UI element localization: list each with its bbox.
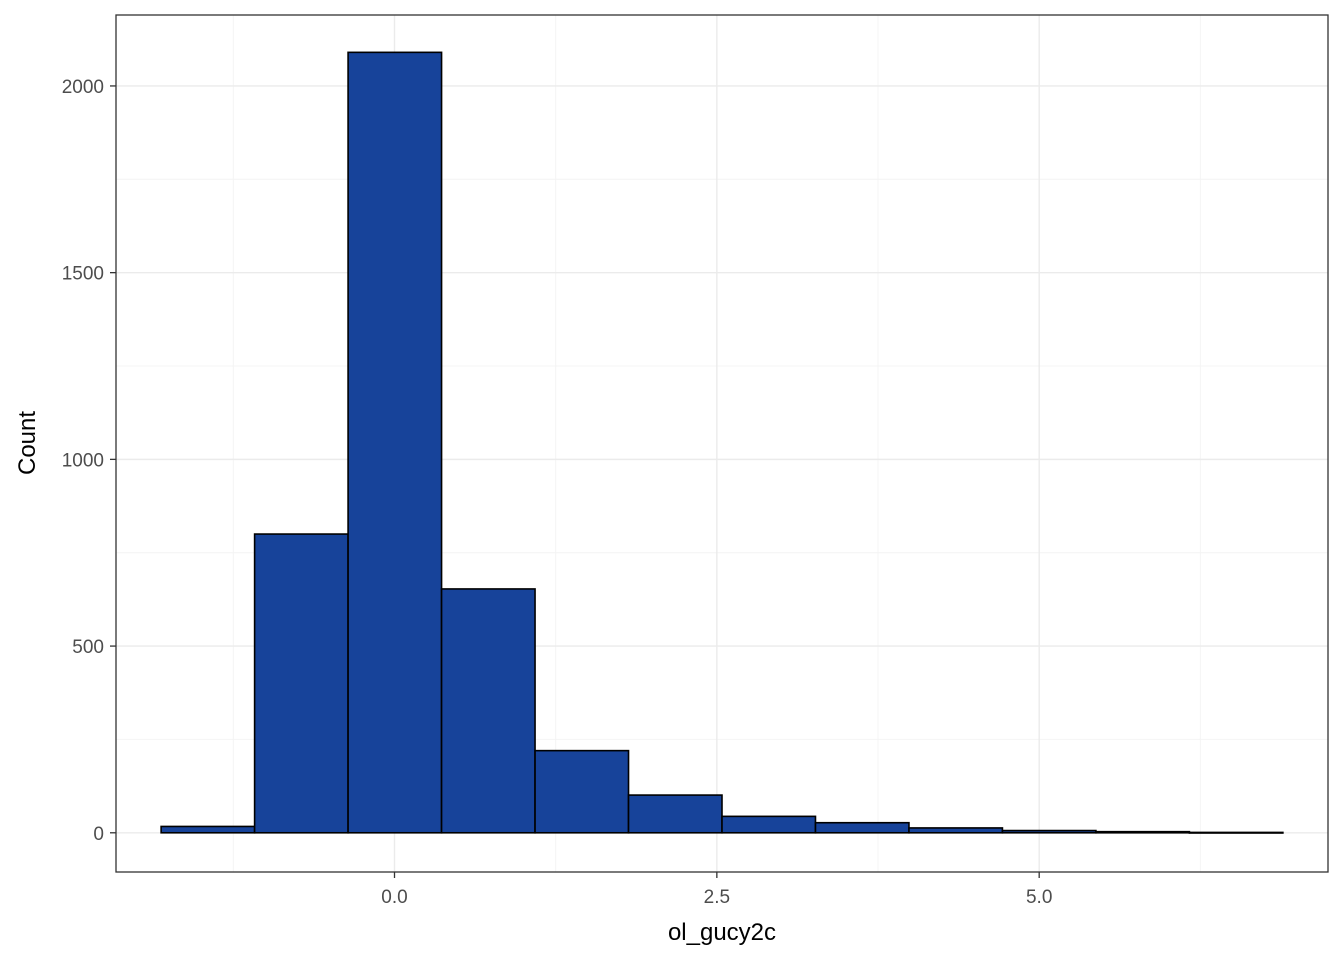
y-tick-label: 500 [72, 637, 104, 658]
y-tick-label: 0 [93, 824, 104, 845]
histogram-bar [627, 794, 723, 834]
x-axis-title: ol_gucy2c [668, 919, 776, 946]
y-tick-label: 1000 [62, 450, 104, 471]
histogram-bar [1001, 829, 1097, 834]
histogram-bars [160, 51, 1284, 834]
y-axis-title: Count [14, 411, 41, 475]
histogram-bar [1095, 830, 1191, 834]
histogram-bar [534, 749, 630, 834]
x-tick-label: 0.0 [381, 887, 407, 908]
histogram-bar [440, 588, 536, 834]
x-axis-ticks: 0.0 2.5 5.0 [381, 872, 1052, 908]
histogram-bar [908, 827, 1004, 834]
y-axis-ticks: 0 500 1000 1500 2000 [62, 77, 116, 845]
histogram-bar [721, 815, 817, 834]
histogram-bar [253, 533, 349, 834]
x-tick-label: 5.0 [1026, 887, 1052, 908]
y-tick-label: 1500 [62, 264, 104, 285]
y-tick-label: 2000 [62, 77, 104, 98]
histogram-bar [160, 825, 256, 834]
panel-border [115, 14, 1329, 873]
histogram-bar [814, 821, 910, 834]
histogram-bar [1188, 831, 1284, 834]
histogram-bar [347, 51, 443, 834]
x-tick-label: 2.5 [704, 887, 730, 908]
